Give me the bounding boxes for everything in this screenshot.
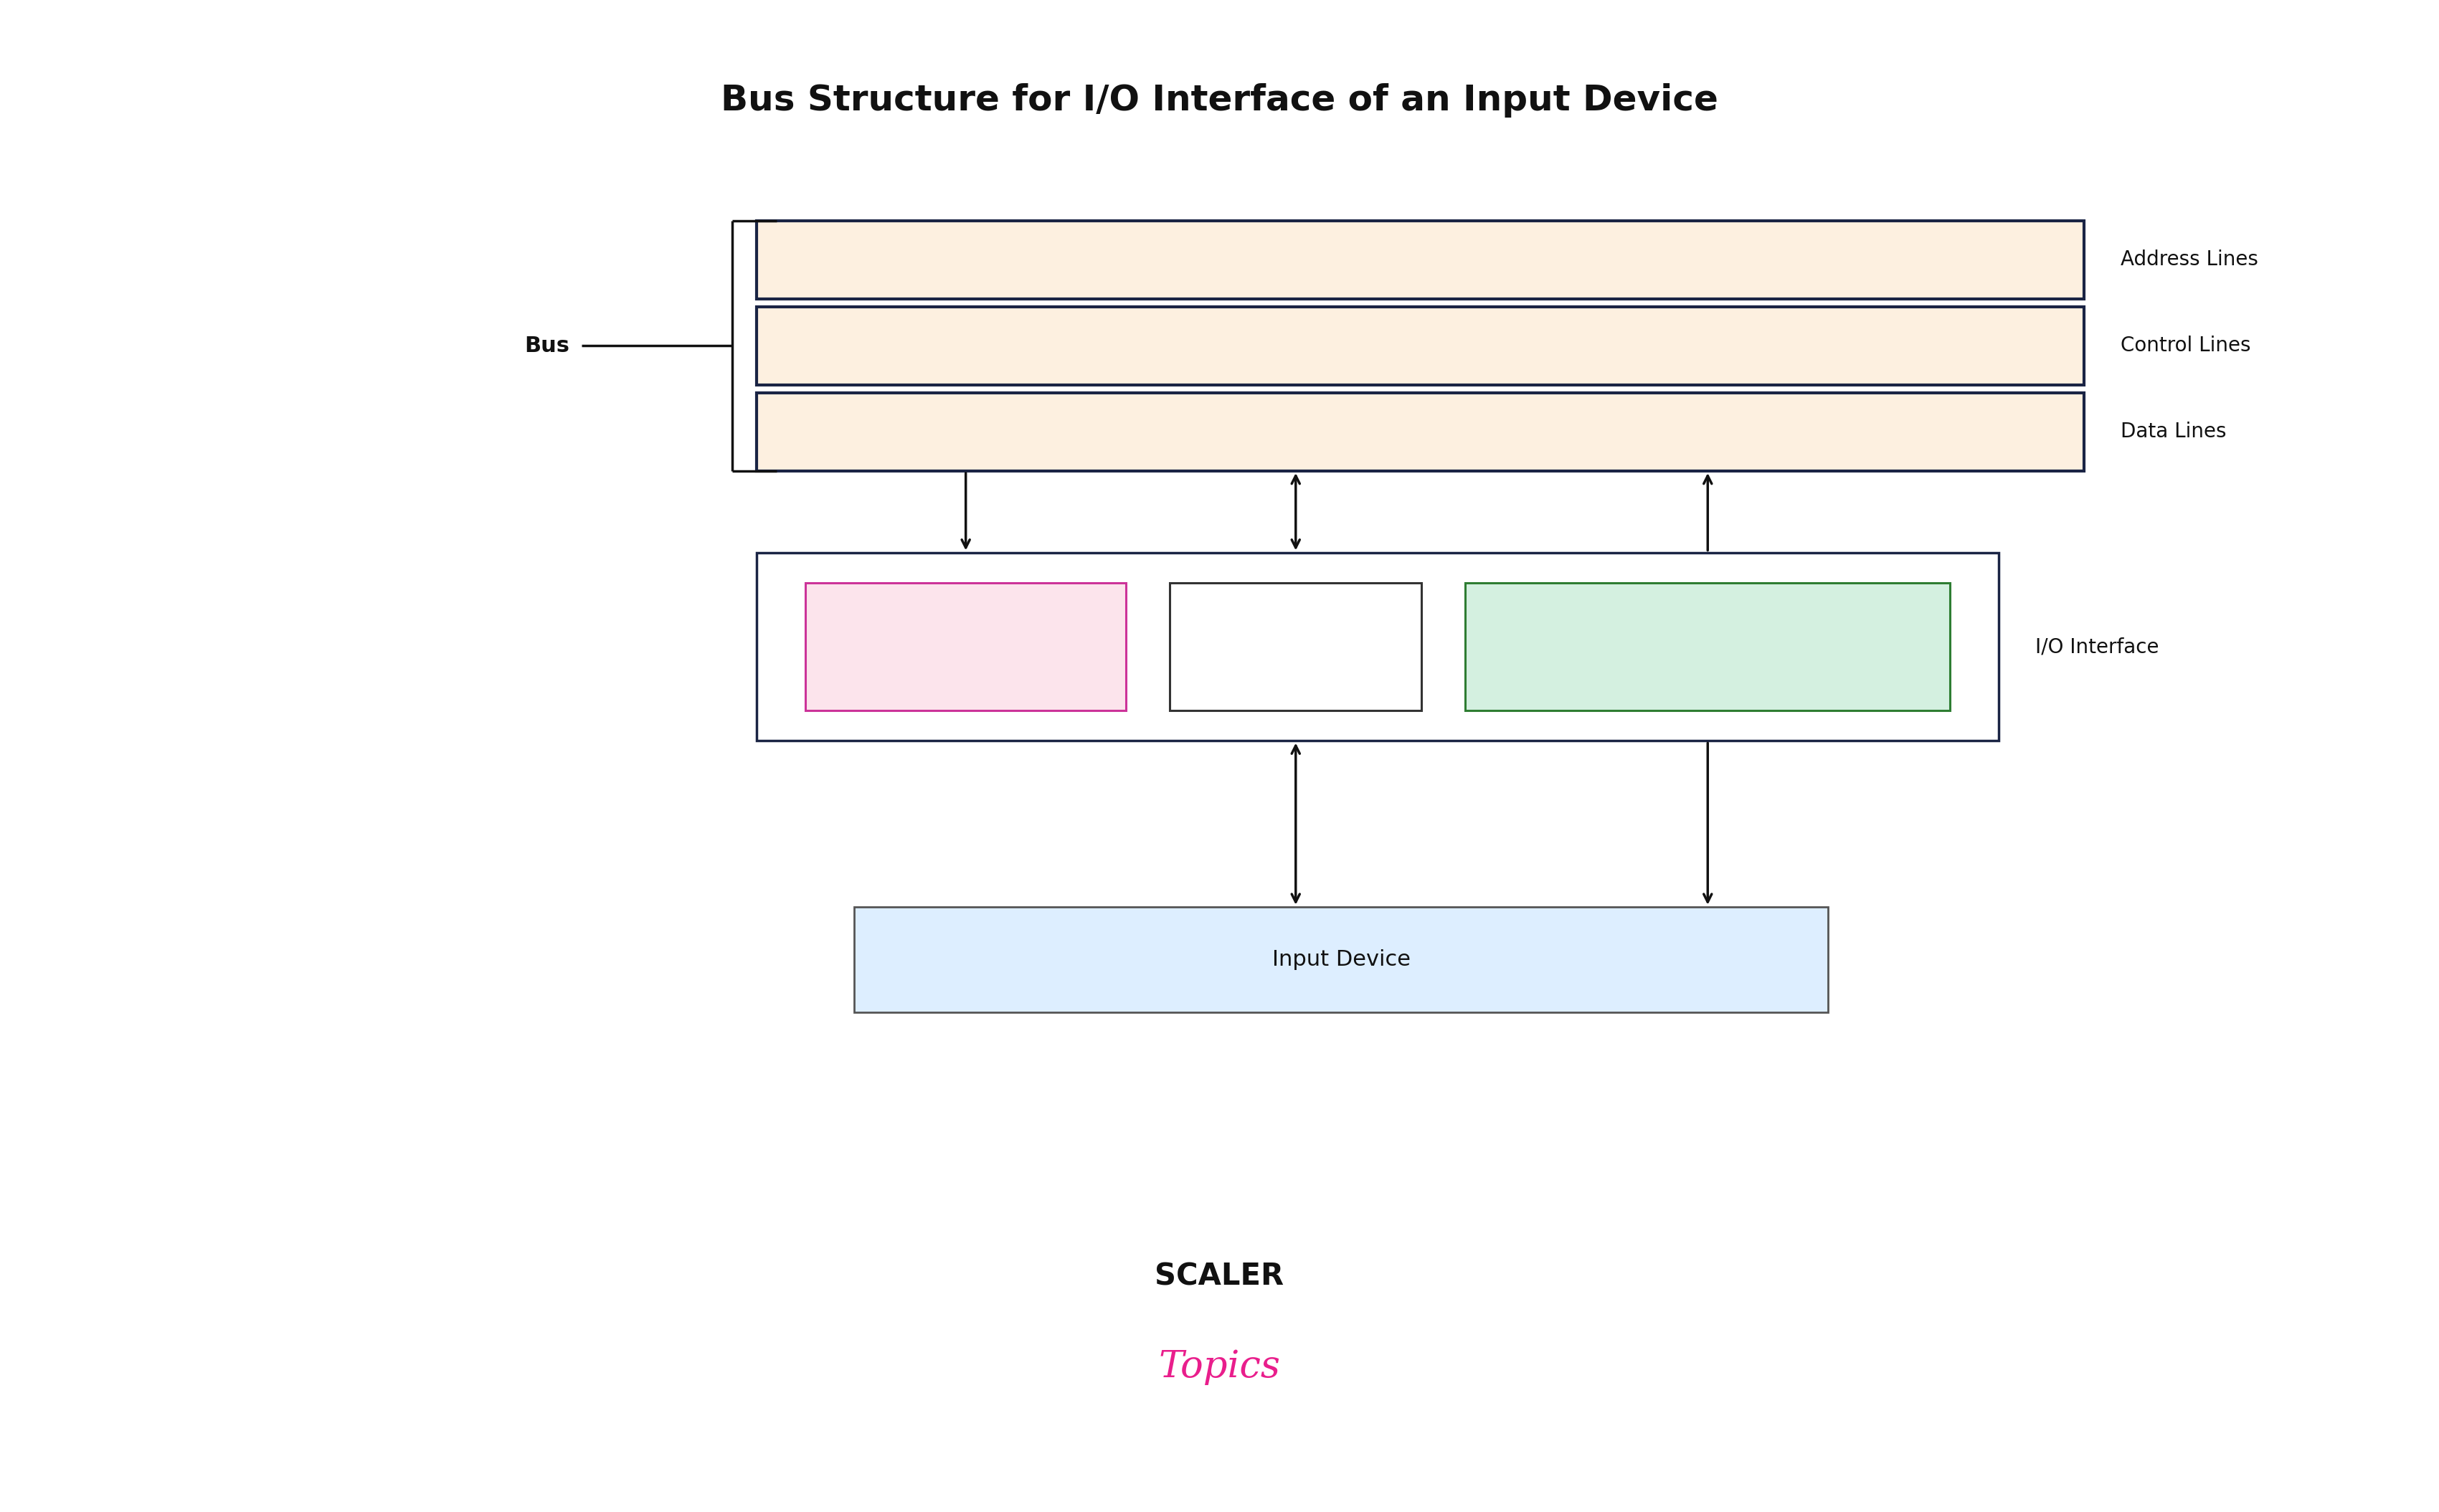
Bar <box>756 307 2083 386</box>
Bar <box>756 393 2083 470</box>
Text: Control Lines: Control Lines <box>2119 336 2251 355</box>
Text: Topics: Topics <box>1159 1349 1280 1385</box>
Text: Input Device: Input Device <box>1273 950 1410 971</box>
Text: Address
Decoder: Address Decoder <box>927 626 1005 667</box>
Bar <box>756 221 2083 299</box>
Bar <box>1171 582 1422 711</box>
Text: I/O Interface: I/O Interface <box>2034 637 2159 656</box>
Text: SCALER: SCALER <box>1156 1261 1283 1291</box>
Bar <box>756 552 1998 741</box>
Bar <box>805 582 1127 711</box>
Text: Data, Status, and
Control Register: Data, Status, and Control Register <box>1624 626 1790 667</box>
Text: Address Lines: Address Lines <box>2119 249 2259 271</box>
Text: Bus Structure for I/O Interface of an Input Device: Bus Structure for I/O Interface of an In… <box>722 83 1717 118</box>
Text: Bus: Bus <box>524 336 568 357</box>
Text: Control
Unit: Control Unit <box>1261 626 1329 667</box>
Bar <box>854 907 1829 1013</box>
Text: Data Lines: Data Lines <box>2119 422 2227 442</box>
Bar <box>1466 582 1951 711</box>
